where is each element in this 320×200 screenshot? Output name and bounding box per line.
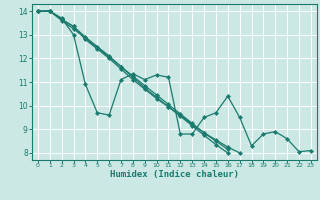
- X-axis label: Humidex (Indice chaleur): Humidex (Indice chaleur): [110, 170, 239, 179]
